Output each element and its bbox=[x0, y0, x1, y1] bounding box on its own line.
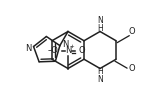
Text: N: N bbox=[25, 44, 32, 53]
Text: H
N: H N bbox=[97, 67, 103, 84]
Text: O: O bbox=[129, 64, 135, 73]
Text: –O: –O bbox=[48, 46, 59, 55]
Text: O: O bbox=[129, 27, 135, 36]
Text: N
H: N H bbox=[97, 16, 103, 33]
Text: N: N bbox=[65, 46, 71, 55]
Text: N: N bbox=[62, 40, 68, 49]
Text: +: + bbox=[70, 44, 74, 49]
Text: O: O bbox=[79, 46, 85, 55]
